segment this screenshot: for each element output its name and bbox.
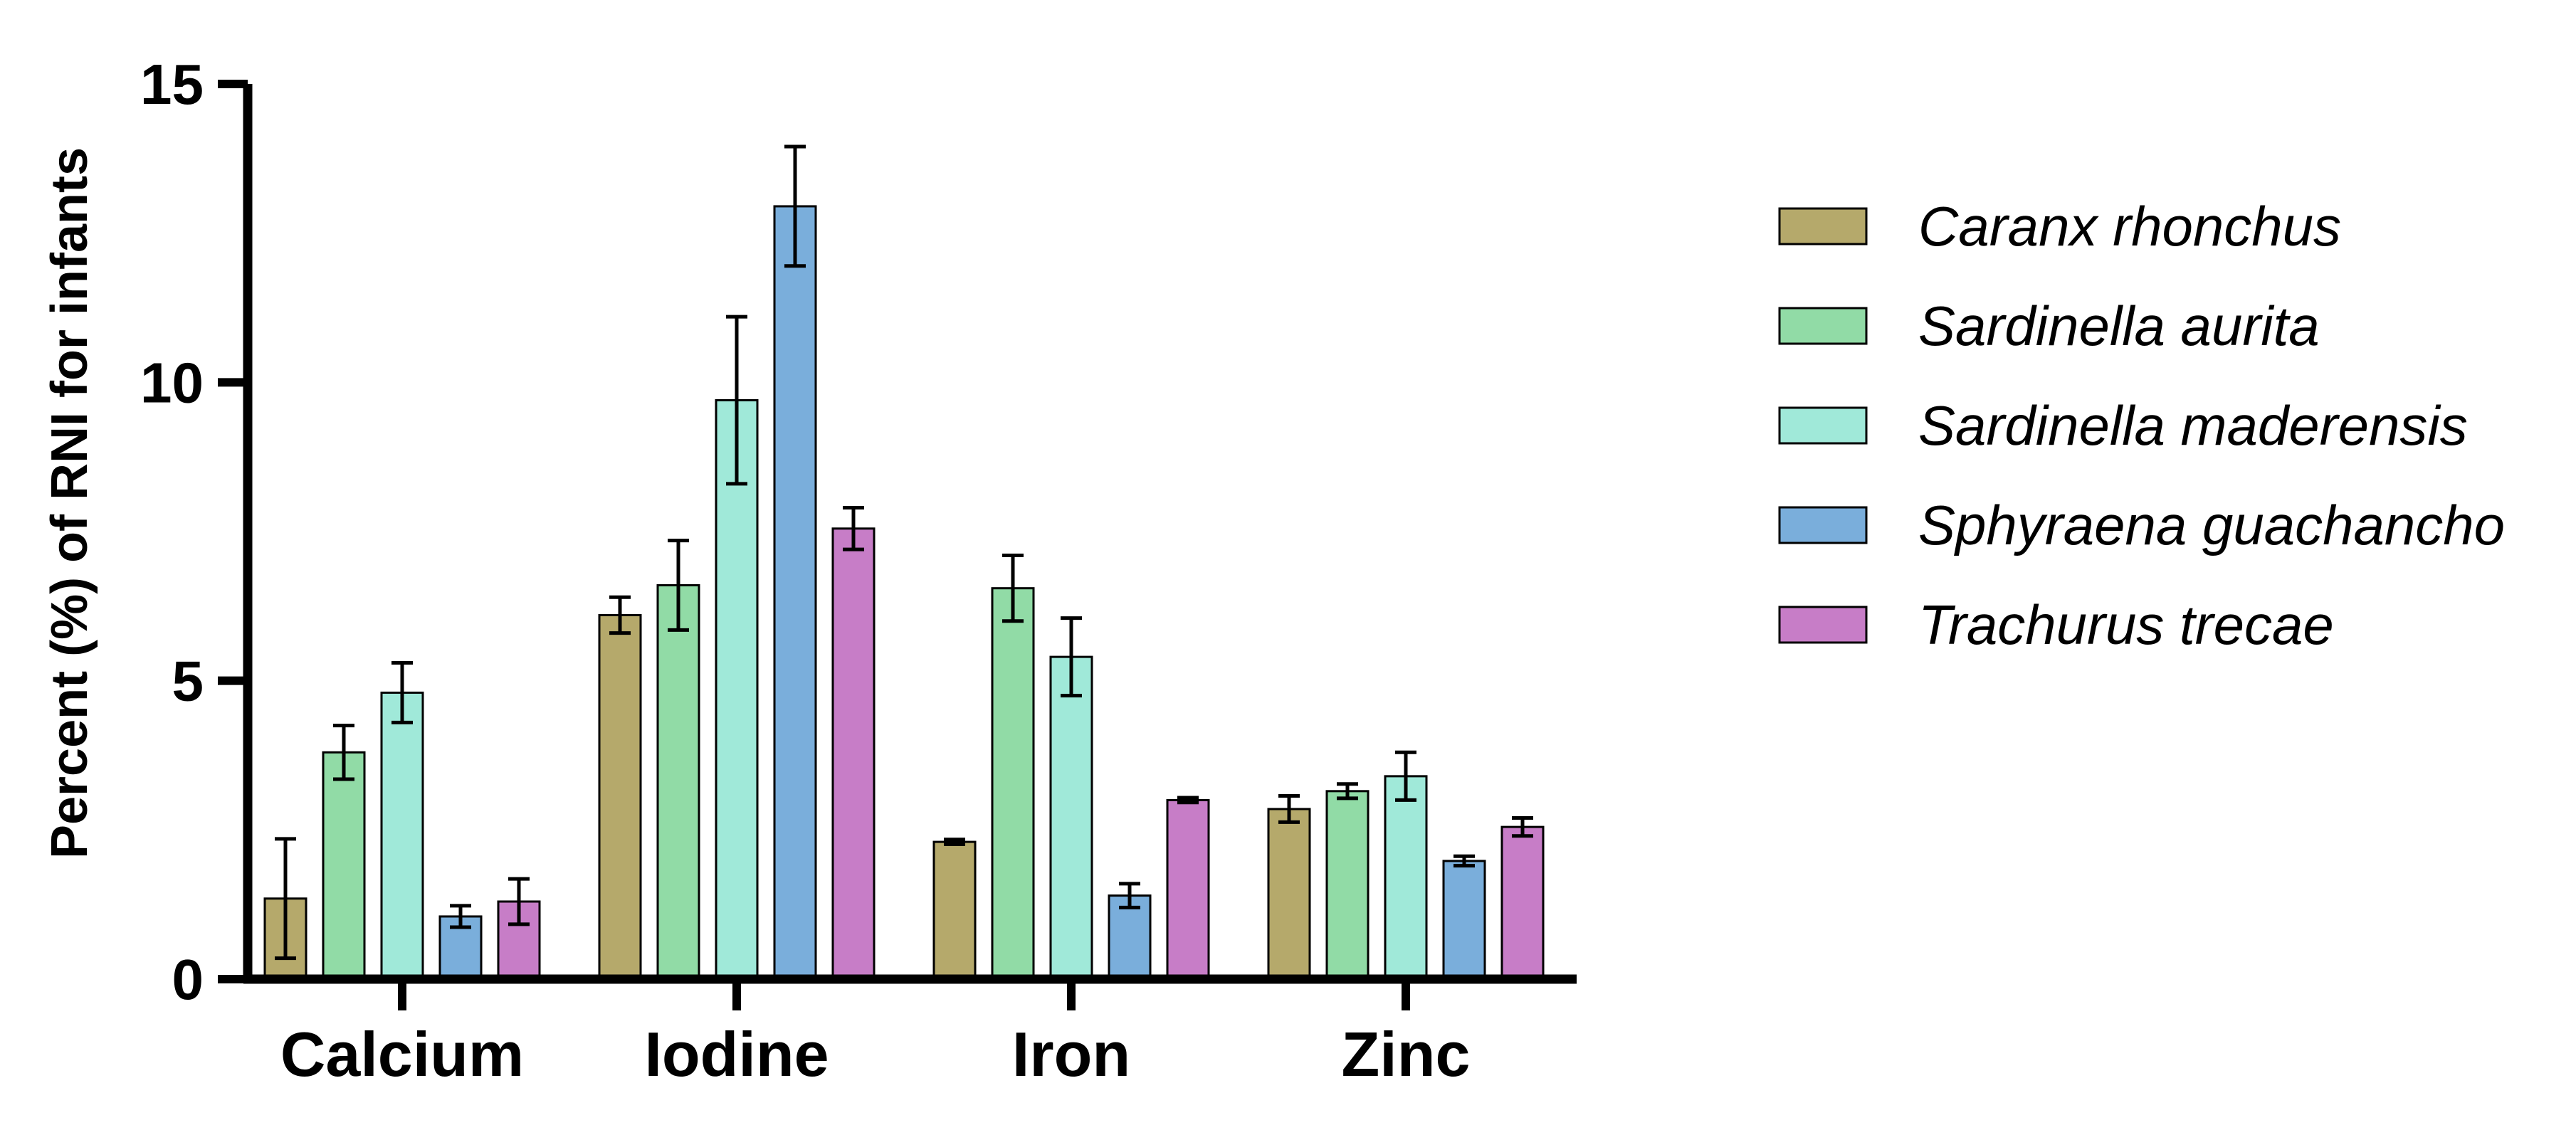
- bar: [380, 691, 424, 981]
- bar: [1442, 860, 1486, 981]
- x-tick-label: Zinc: [1342, 1019, 1471, 1089]
- legend-swatch: [1778, 506, 1868, 544]
- legend-label: Sardinella aurita: [1918, 295, 2320, 357]
- y-tick-label: 5: [172, 650, 204, 713]
- x-tick-label: Iodine: [644, 1019, 829, 1089]
- bar: [1325, 790, 1370, 981]
- y-tick-label: 15: [140, 53, 204, 116]
- x-tick-label: Calcium: [280, 1019, 524, 1089]
- legend-swatch: [1778, 307, 1868, 345]
- plot-area: 0 5 10 15 Calcium Iodine Iron Zinc: [140, 53, 1577, 1089]
- bar: [991, 587, 1035, 981]
- bar: [656, 583, 700, 981]
- bar: [715, 398, 759, 981]
- y-axis-title: Percent (%) of RNI for infants: [41, 147, 98, 859]
- x-tick-label: Iron: [1012, 1019, 1130, 1089]
- legend-swatch: [1778, 207, 1868, 245]
- legend-swatch: [1778, 406, 1868, 445]
- bar: [1384, 775, 1428, 981]
- bar: [1166, 798, 1210, 981]
- bar: [598, 613, 642, 981]
- bar: [1500, 825, 1545, 981]
- bar: [1049, 655, 1093, 981]
- legend-label: Sardinella maderensis: [1918, 394, 2468, 457]
- y-tick-label: 0: [172, 948, 204, 1011]
- bar: [773, 205, 817, 981]
- legend-label: Trachurus trecae: [1918, 593, 2334, 656]
- bar: [932, 840, 977, 981]
- legend: Caranx rhonchus Sardinella aurita Sardinel…: [1778, 195, 2505, 656]
- bar: [322, 751, 366, 981]
- y-tick-label: 10: [140, 351, 204, 414]
- bar: [1267, 808, 1311, 981]
- legend-swatch: [1778, 606, 1868, 644]
- legend-label: Caranx rhonchus: [1918, 195, 2341, 258]
- legend-label: Sphyraena guachancho: [1918, 494, 2505, 556]
- bar: [831, 527, 876, 981]
